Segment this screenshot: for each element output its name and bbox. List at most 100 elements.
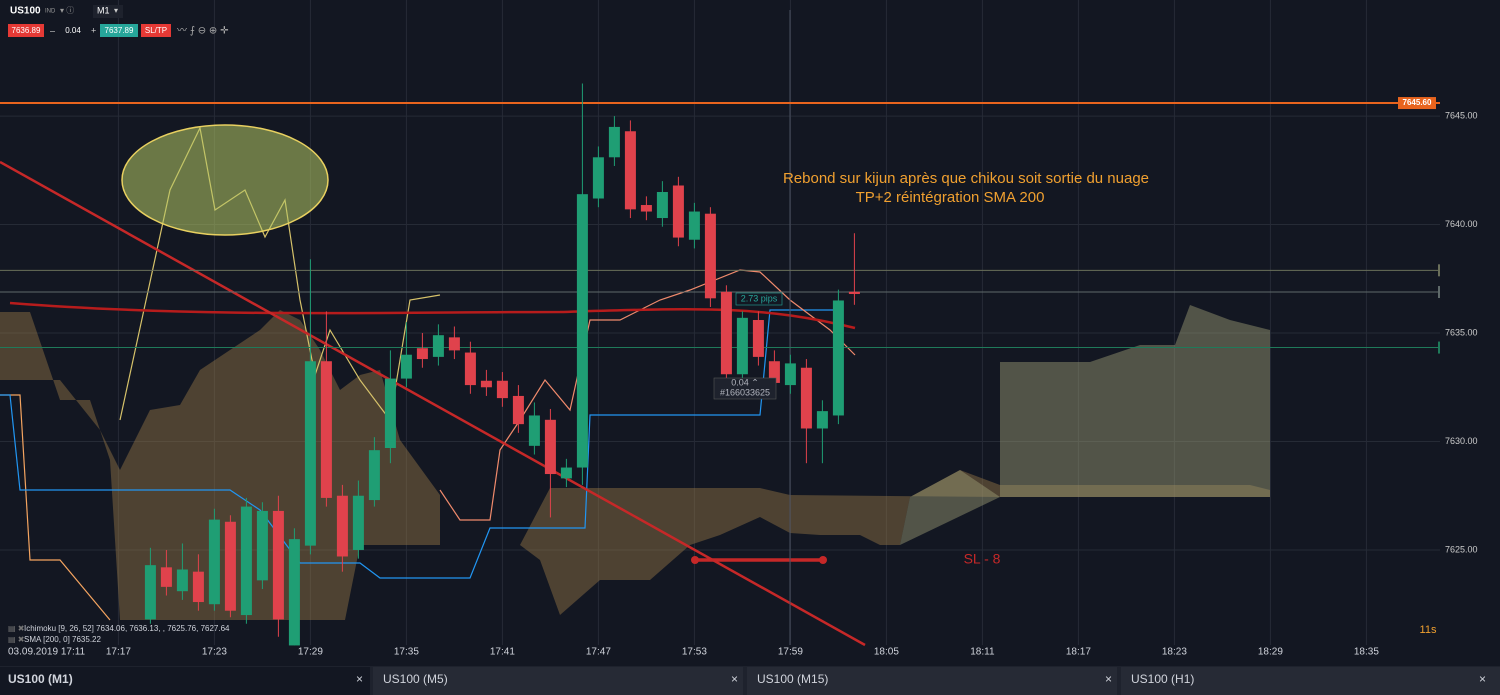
tab-close[interactable]: × [1105, 672, 1112, 686]
order-pips: 2.73 pips [741, 293, 778, 303]
candle-body [304, 361, 316, 546]
tab[interactable]: US100 (M5) × [373, 667, 743, 695]
y-axis-panel [1440, 0, 1500, 666]
candle-body [576, 194, 588, 468]
y-tick-label: 7630.00 [1445, 436, 1478, 446]
candle-body [416, 348, 428, 360]
tab[interactable]: US100 (M15) × [747, 667, 1117, 695]
tab-inactive[interactable] [373, 667, 743, 695]
buy-button[interactable] [100, 24, 138, 37]
x-tick-label: 17:53 [682, 647, 707, 658]
x-tick-label: 03.09.2019 17:11 [8, 647, 86, 658]
candle-body [640, 205, 652, 212]
tab-close[interactable]: × [1479, 672, 1486, 686]
x-tick-label: 18:23 [1162, 647, 1187, 658]
sltp-button[interactable] [141, 24, 171, 37]
indicator-legend: Ichimoku [9, 26, 52] 7634.06, 7636.13, ,… [24, 624, 230, 633]
sell-button[interactable] [8, 24, 44, 37]
candle-body [848, 291, 860, 294]
candle-body [320, 361, 332, 498]
sltp[interactable]: SL/TP [145, 26, 167, 35]
candle-body [448, 337, 460, 351]
x-tick-label: 17:59 [778, 647, 803, 658]
ichimoku-cloud-future [900, 305, 1270, 545]
candle-body [368, 450, 380, 501]
kijun-line [0, 309, 840, 579]
x-tick-label: 18:17 [1066, 647, 1091, 658]
volume[interactable]: 0.04 [65, 26, 81, 35]
tab-label[interactable]: US100 (M1) [8, 672, 73, 686]
plus[interactable]: + [91, 25, 96, 35]
tab[interactable]: US100 (M1) × [0, 667, 370, 695]
tab-label[interactable]: US100 (M5) [383, 672, 448, 686]
axes: 7625.00 7630.00 7635.00 7640.00 7645.00 03.09… [8, 0, 1500, 666]
order-box [713, 377, 777, 400]
ichimoku-cloud [0, 310, 1270, 620]
candle-body [400, 354, 412, 379]
candles [144, 83, 860, 646]
candle-body [432, 335, 444, 357]
candle-body [512, 395, 524, 425]
annotation: TP+2 réintégration SMA 200 [856, 189, 1045, 206]
order-id: #166033625 [720, 387, 770, 397]
candle-body [800, 367, 812, 429]
y-tick-label: 7645.00 [1445, 110, 1478, 120]
timeframe-box[interactable] [93, 5, 123, 18]
y-tick-label: 7635.00 [1445, 327, 1478, 337]
candle-body [784, 363, 796, 386]
candle-body [720, 291, 732, 375]
tab-label[interactable]: US100 (M15) [757, 672, 828, 686]
candle-body [608, 126, 620, 158]
tab-active[interactable] [0, 667, 370, 695]
candle-body [384, 378, 396, 449]
candle-body [288, 539, 300, 646]
candle-body [624, 131, 636, 210]
candle-body [464, 352, 476, 386]
minus[interactable]: – [50, 25, 55, 35]
countdown: 11s [1420, 624, 1437, 636]
x-tick-label: 18:05 [874, 647, 899, 658]
buy-price[interactable]: 7637.89 [105, 26, 134, 35]
candle-body [272, 510, 284, 620]
tab-close[interactable]: × [731, 672, 738, 686]
tab-inactive[interactable] [747, 667, 1117, 695]
candle-body [656, 192, 668, 219]
candle-body [560, 467, 572, 479]
symbol[interactable]: US100 [10, 6, 41, 17]
stop-loss-handle [819, 556, 827, 564]
candle-body [528, 415, 540, 446]
tab-label[interactable]: US100 (H1) [1131, 672, 1194, 686]
indicator-legend: SMA [200, 0] 7635.22 [24, 635, 101, 644]
candle-body [144, 565, 156, 620]
candle-body [672, 185, 684, 238]
tab-close[interactable]: × [356, 672, 363, 686]
y-tick-label: 7625.00 [1445, 544, 1478, 554]
x-tick-label: 17:17 [106, 647, 131, 658]
candle-body [688, 211, 700, 240]
candle-body [496, 380, 508, 399]
legend-icon[interactable]: ▤ ✖ [8, 624, 25, 633]
y-tick-label: 7640.00 [1445, 219, 1478, 229]
senkou-line [439, 269, 856, 521]
candle-body [480, 380, 492, 388]
highlight-ellipse [121, 124, 329, 236]
grid [0, 0, 1440, 645]
candle-body [752, 320, 764, 357]
candle-body [832, 300, 844, 416]
sell-price[interactable]: 7636.89 [12, 26, 41, 35]
tab-inactive[interactable] [1121, 667, 1500, 695]
price-tag-label: 7645.60 [1403, 98, 1432, 107]
dropdown[interactable]: ▾ ⓘ [60, 6, 74, 15]
legend-icon[interactable]: ▤ ✖ [8, 635, 25, 644]
tool-icons[interactable]: 〰 ⨍ ⊖ ⊕ ✛ [177, 26, 229, 37]
chikou-line [0, 394, 111, 621]
dropdown[interactable]: ▾ [114, 6, 118, 15]
stop-loss-handle [691, 556, 699, 564]
tab[interactable]: US100 (H1) × [1121, 667, 1500, 695]
annotation: Rebond sur kijun après que chikou soit s… [783, 170, 1149, 187]
timeframe[interactable]: M1 [97, 5, 110, 15]
x-tick-label: 17:23 [202, 647, 227, 658]
candle-body [768, 361, 780, 383]
x-tick-label: 18:35 [1354, 647, 1379, 658]
